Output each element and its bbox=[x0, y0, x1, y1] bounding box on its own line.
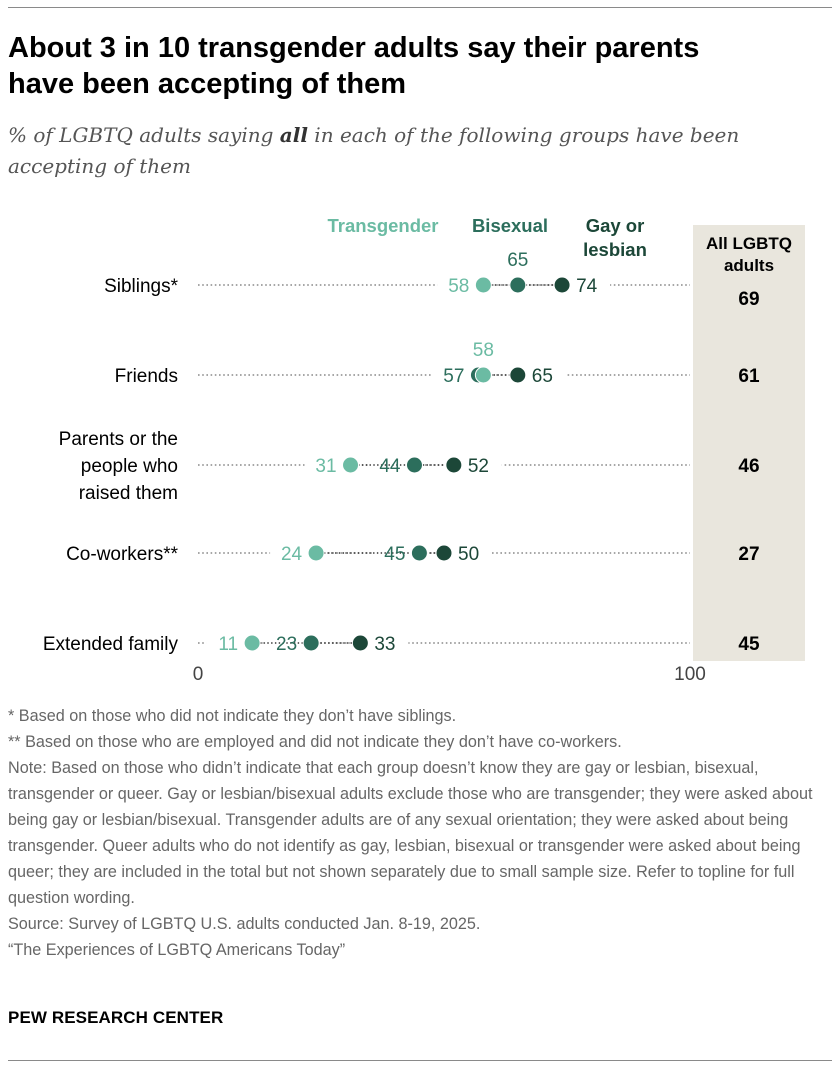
total-value: 27 bbox=[738, 544, 759, 565]
dot-gay-or-lesbian bbox=[553, 276, 571, 294]
total-header-line: All LGBTQ bbox=[706, 234, 792, 253]
brand-logo-text: PEW RESEARCH CENTER bbox=[8, 1008, 224, 1027]
bottom-rule bbox=[8, 1060, 832, 1061]
top-rule bbox=[8, 7, 832, 8]
value-gay-or-lesbian: 74 bbox=[576, 276, 598, 297]
subtitle-post: in each of the following groups have bee… bbox=[8, 123, 740, 178]
label-gap bbox=[437, 279, 476, 291]
label-gap bbox=[368, 637, 409, 649]
total-value: 69 bbox=[738, 289, 759, 310]
category-label: Friends bbox=[115, 366, 178, 387]
note-coworkers: ** Based on those who are employed and d… bbox=[8, 733, 622, 751]
title-line-1: About 3 in 10 transgender adults say the… bbox=[8, 32, 700, 64]
value-transgender: 24 bbox=[281, 544, 303, 565]
note-report: “The Experiences of LGBTQ Americans Toda… bbox=[8, 941, 346, 959]
title-line-2: have been accepting of them bbox=[8, 68, 407, 100]
label-gap bbox=[570, 279, 611, 291]
note-source: Source: Survey of LGBTQ U.S. adults cond… bbox=[8, 915, 481, 933]
value-transgender: 31 bbox=[315, 456, 336, 477]
label-gap bbox=[304, 459, 343, 471]
label-gap bbox=[270, 547, 309, 559]
dot-gay-or-lesbian bbox=[351, 634, 369, 652]
value-transgender: 58 bbox=[448, 276, 469, 297]
dot-transgender bbox=[474, 276, 492, 294]
label-gap bbox=[368, 459, 407, 471]
label-gap bbox=[525, 369, 566, 381]
total-value: 61 bbox=[738, 366, 760, 387]
category-label: people who bbox=[81, 456, 178, 477]
category-label: raised them bbox=[79, 483, 178, 504]
subtitle-pre: % of LGBTQ adults saying bbox=[8, 123, 280, 147]
dot-gay-or-lesbian bbox=[509, 366, 527, 384]
x-tick-label: 0 bbox=[193, 664, 204, 685]
category-label: Parents or the bbox=[59, 429, 178, 450]
value-gay-or-lesbian: 50 bbox=[458, 544, 479, 565]
chart-subtitle: % of LGBTQ adults saying all in each of … bbox=[8, 120, 808, 182]
legend-gay-or-lesbian: lesbian bbox=[583, 239, 647, 260]
category-label: Co-workers** bbox=[66, 544, 179, 565]
value-bisexual: 65 bbox=[507, 250, 528, 271]
total-value: 46 bbox=[738, 456, 759, 477]
category-label: Siblings* bbox=[104, 276, 179, 297]
dot-gay-or-lesbian bbox=[435, 544, 453, 562]
dot-gay-or-lesbian bbox=[445, 456, 463, 474]
dot-bisexual bbox=[509, 276, 527, 294]
dot-transgender bbox=[474, 366, 492, 384]
dot-transgender bbox=[342, 456, 360, 474]
value-transgender: 11 bbox=[218, 634, 238, 655]
value-gay-or-lesbian: 65 bbox=[532, 366, 553, 387]
value-bisexual: 57 bbox=[443, 366, 464, 387]
label-gap bbox=[265, 637, 304, 649]
label-gap bbox=[452, 547, 492, 559]
total-value: 45 bbox=[738, 634, 760, 655]
legend-bisexual: Bisexual bbox=[472, 215, 548, 236]
value-bisexual: 23 bbox=[276, 634, 297, 655]
category-label: Extended family bbox=[43, 634, 179, 655]
label-gap bbox=[206, 637, 245, 649]
note-methodology: Note: Based on those who didn’t indicate… bbox=[8, 759, 813, 907]
legend-transgender: Transgender bbox=[327, 215, 438, 236]
value-bisexual: 45 bbox=[384, 544, 405, 565]
chart-title: About 3 in 10 transgender adults say the… bbox=[8, 30, 828, 102]
label-gap bbox=[461, 459, 502, 471]
dot-transgender bbox=[243, 634, 261, 652]
label-gap bbox=[432, 369, 471, 381]
total-header-line: adults bbox=[724, 256, 774, 275]
dot-bisexual bbox=[302, 634, 320, 652]
value-transgender: 58 bbox=[473, 340, 494, 361]
dot-bisexual bbox=[410, 544, 428, 562]
value-gay-or-lesbian: 33 bbox=[374, 634, 395, 655]
notes: * Based on those who did not indicate th… bbox=[8, 703, 833, 963]
x-tick-label: 100 bbox=[674, 664, 706, 685]
legend-gay-or-lesbian: Gay or bbox=[586, 215, 645, 236]
value-bisexual: 44 bbox=[379, 456, 401, 477]
dot-transgender bbox=[307, 544, 325, 562]
subtitle-emphasis: all bbox=[279, 123, 308, 147]
note-siblings: * Based on those who did not indicate th… bbox=[8, 707, 457, 725]
dot-bisexual bbox=[405, 456, 423, 474]
dot-chart: All LGBTQ adults Transgender Bisexual Gay or… bbox=[43, 215, 805, 685]
total-panel bbox=[693, 225, 805, 661]
value-gay-or-lesbian: 52 bbox=[468, 456, 489, 477]
